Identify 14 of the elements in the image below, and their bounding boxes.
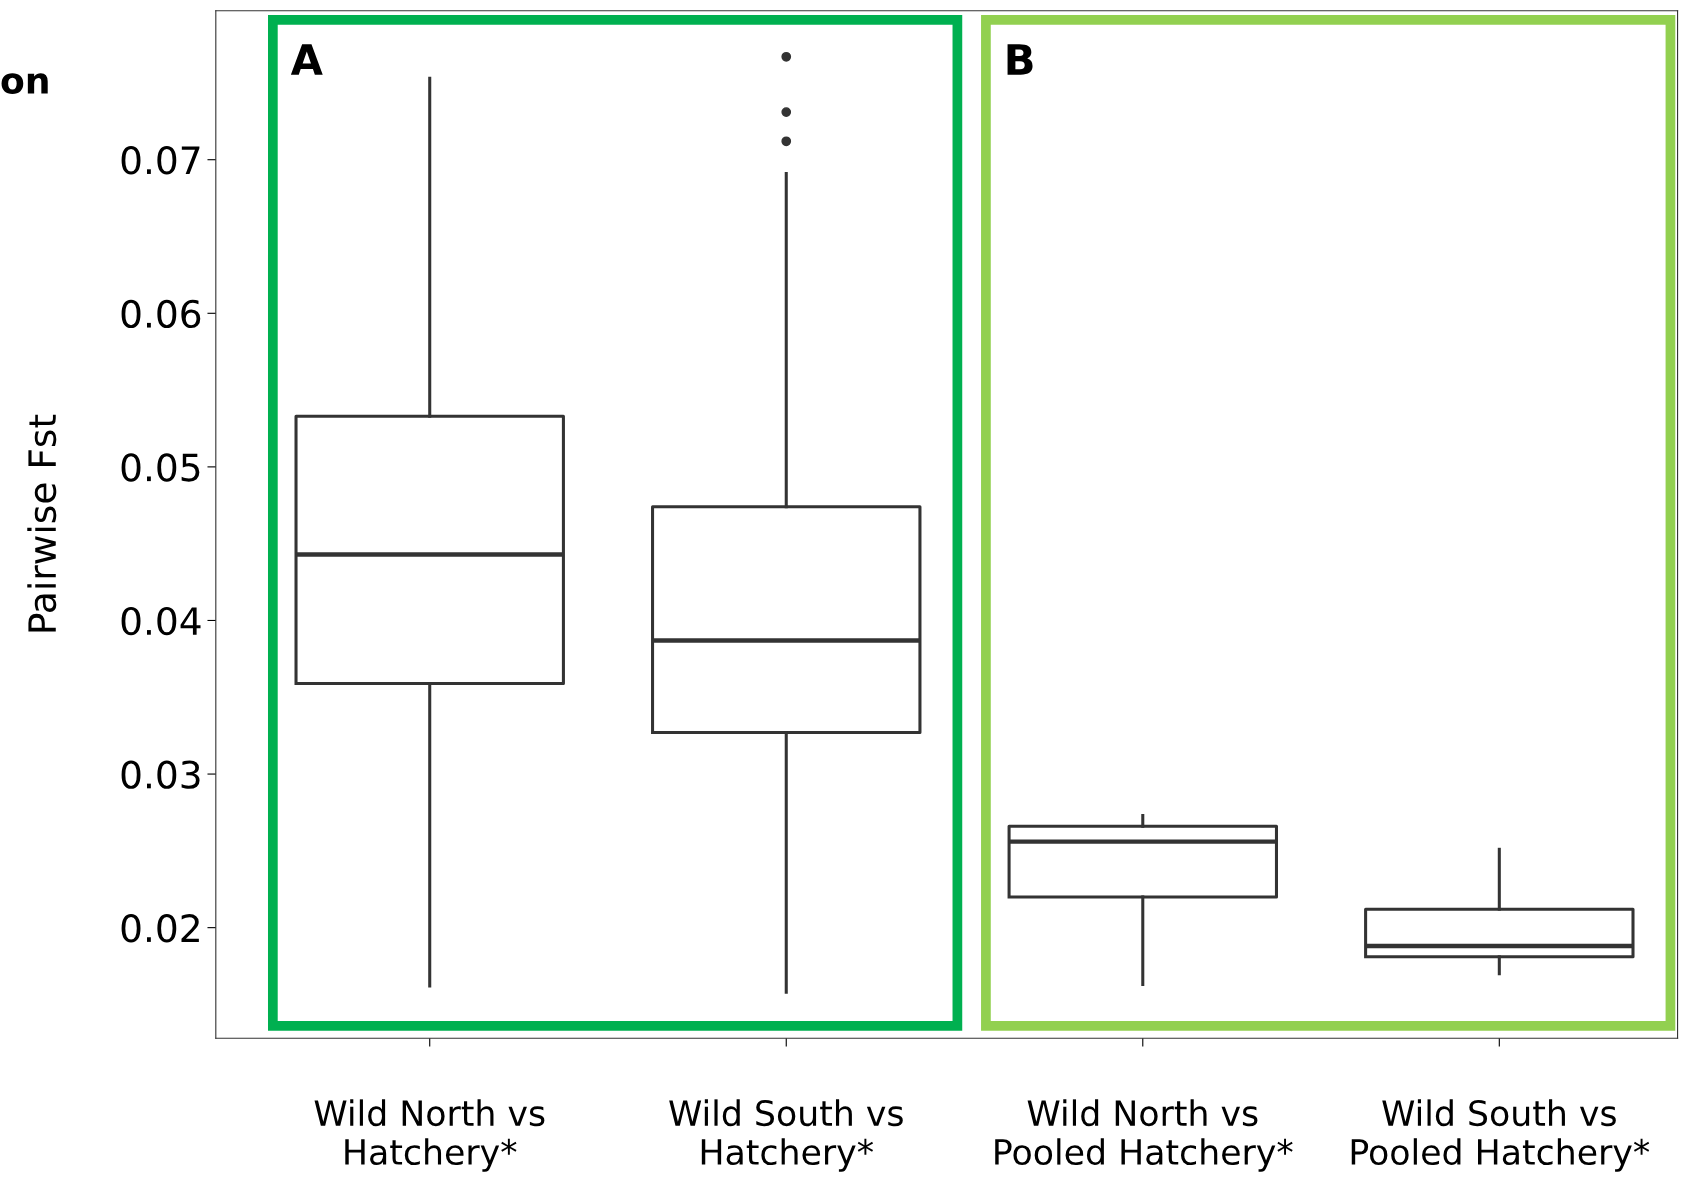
annotation: B <box>1007 44 1033 75</box>
y-tick-label: 0.03 <box>121 760 200 789</box>
y-tick-label: 0.07 <box>121 146 200 175</box>
x-tick-label: Wild North vs Pooled Hatchery* <box>995 1099 1293 1172</box>
y-axis-title: Pairwise Fst <box>27 414 57 632</box>
y-tick-label: 0.02 <box>121 914 199 943</box>
y-tick-label: 0.04 <box>121 606 201 636</box>
y-tick-label: 0.05 <box>121 453 200 482</box>
y-tick-label: 0.06 <box>121 299 201 329</box>
annotation: A <box>290 44 323 75</box>
text: on <box>1 73 48 94</box>
x-tick-label: Wild South vs Hatchery* <box>669 1099 903 1172</box>
x-tick-label: Wild South vs Pooled Hatchery* <box>1351 1099 1650 1172</box>
x-tick-label: Wild North vs Hatchery* <box>314 1099 545 1172</box>
